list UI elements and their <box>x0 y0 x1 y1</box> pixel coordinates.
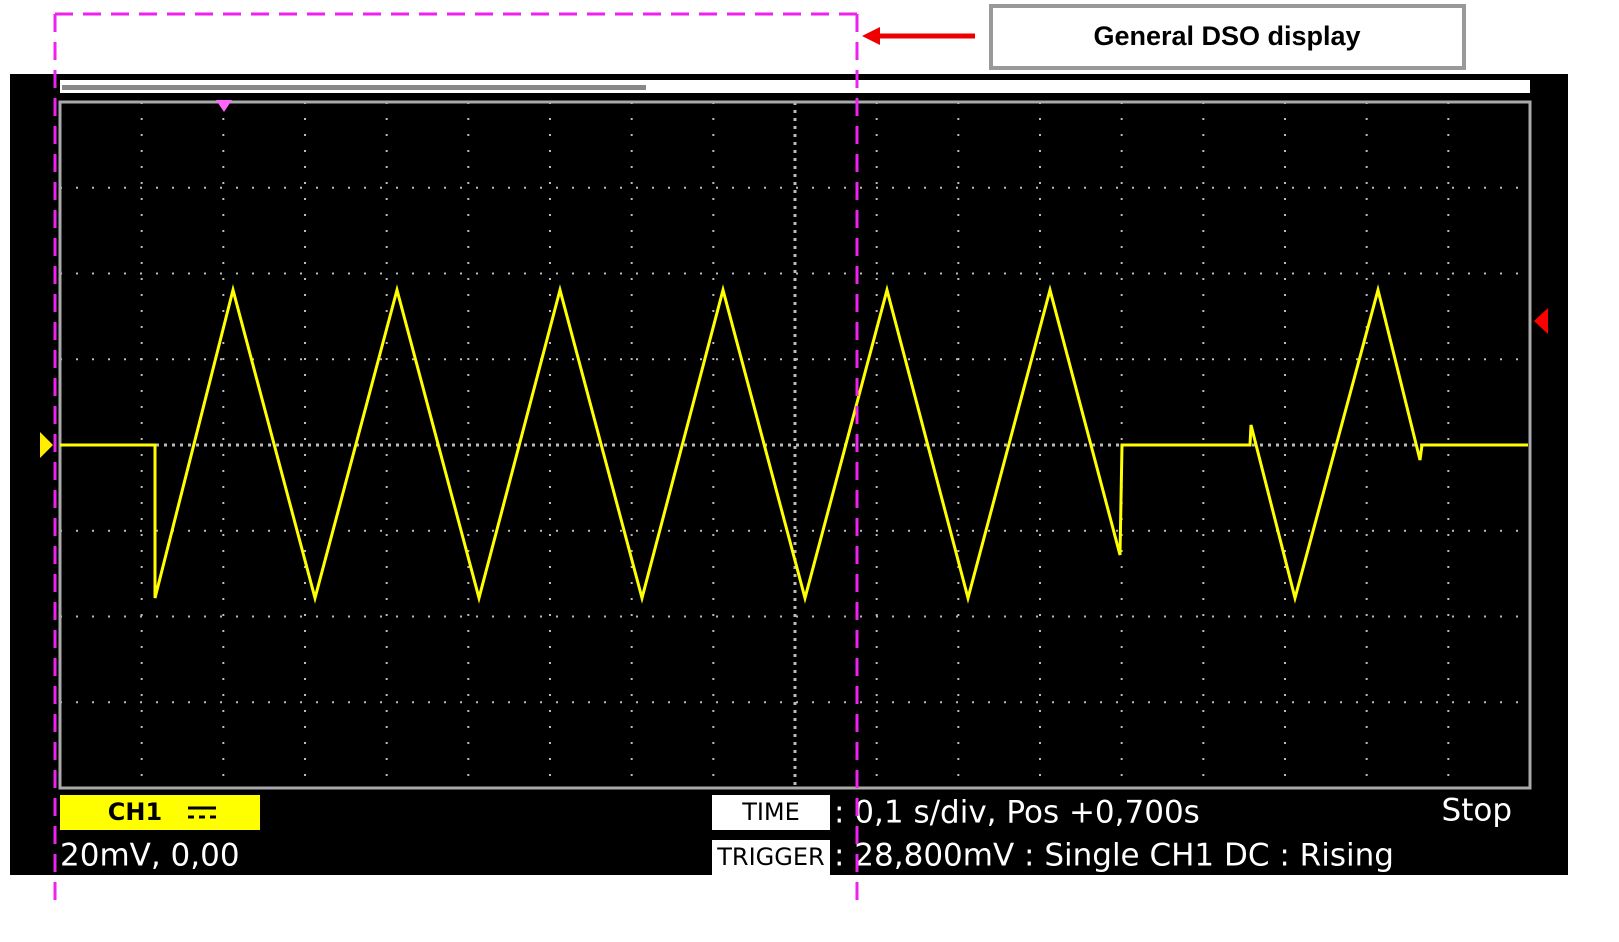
time-badge <box>712 795 830 830</box>
trigger-level-marker <box>1534 308 1548 334</box>
time-info: : 0,1 s/div, Pos +0,700s <box>834 795 1200 831</box>
trigger-position-marker <box>216 100 232 112</box>
channel-scale: 20mV, 0,00 <box>60 838 240 874</box>
callout-arrow <box>862 27 975 45</box>
trigger-badge <box>712 840 830 875</box>
trigger-label: TRIGGER <box>716 843 824 871</box>
callout-box <box>989 4 1466 70</box>
time-label: TIME <box>741 798 800 826</box>
channel-badge <box>60 795 260 830</box>
waveform <box>60 284 1528 604</box>
scope-screen <box>10 74 1568 875</box>
channel-marker <box>40 432 53 458</box>
grid <box>60 102 1530 788</box>
dc-icon <box>188 806 216 819</box>
channel-name: CH1 <box>108 798 162 826</box>
highlight-frame <box>53 12 859 905</box>
run-state: Stop <box>1442 793 1512 829</box>
callout-label: General DSO display <box>1093 21 1360 51</box>
memory-bar <box>62 85 646 90</box>
trigger-info: : 28,800mV : Single CH1 DC : Rising <box>834 838 1394 874</box>
